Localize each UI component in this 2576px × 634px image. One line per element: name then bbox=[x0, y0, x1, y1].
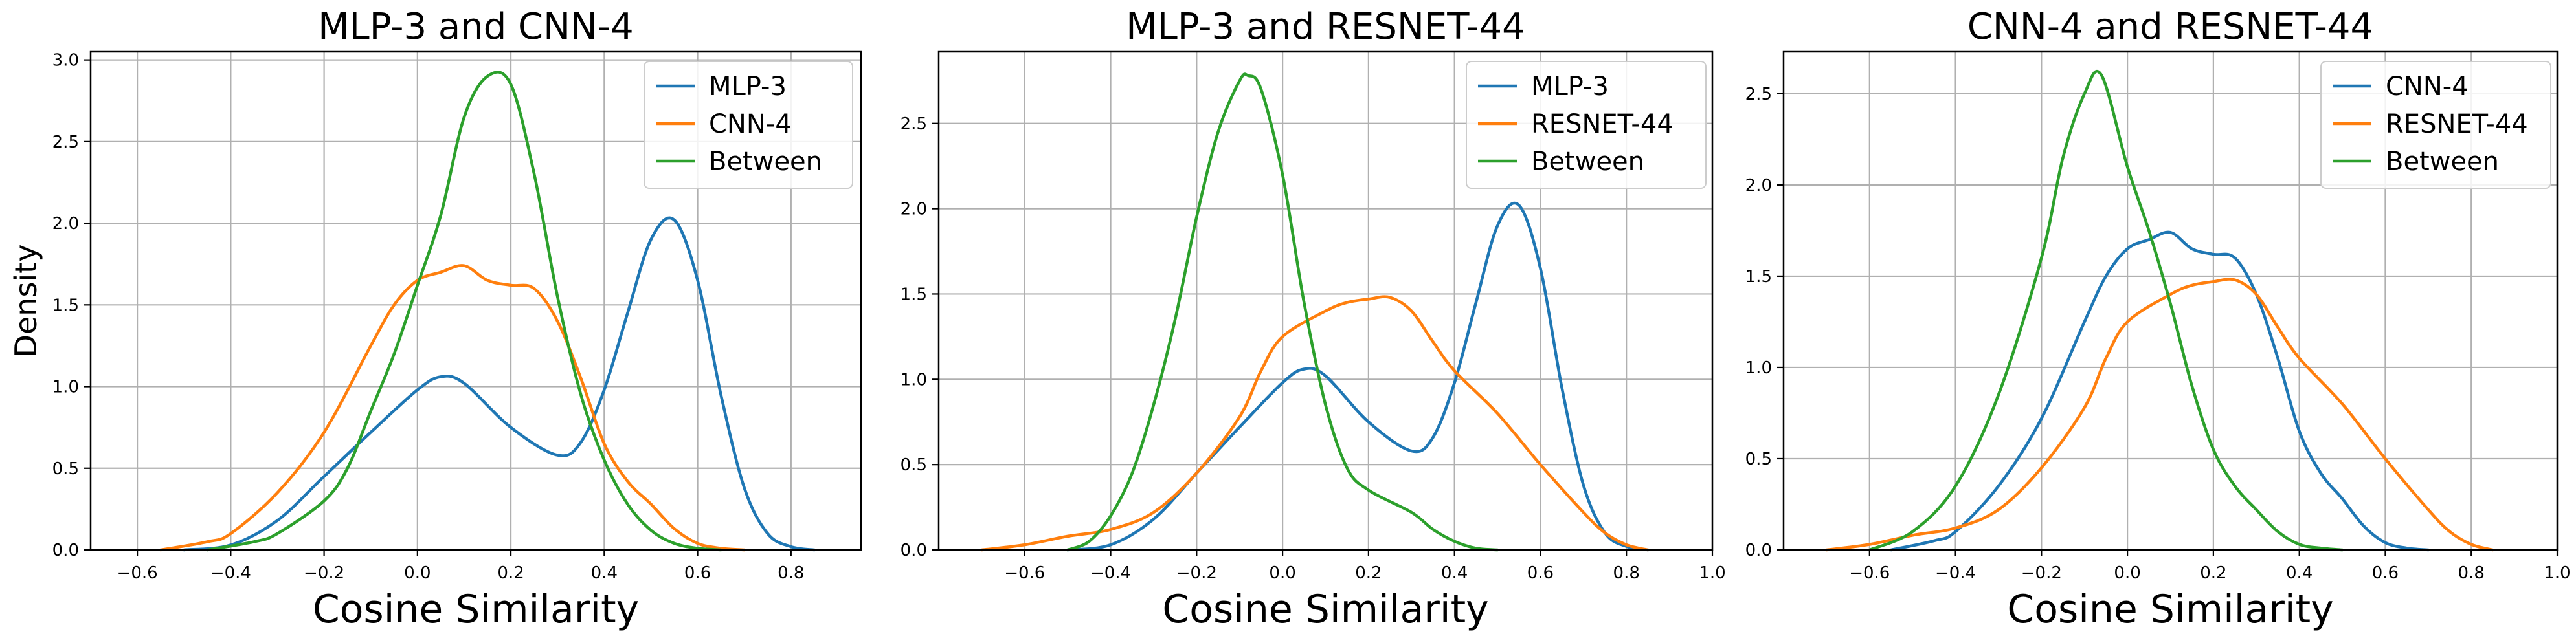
y-tick-label: 2.0 bbox=[1745, 176, 1772, 195]
legend-label: Between bbox=[709, 147, 822, 177]
x-tick-label: −0.2 bbox=[304, 563, 344, 583]
y-axis-label: Density bbox=[8, 245, 43, 358]
y-tick-label: 1.5 bbox=[52, 296, 79, 315]
y-tick-label: 2.5 bbox=[52, 133, 79, 152]
y-tick-label: 3.0 bbox=[52, 51, 79, 71]
x-tick-label: 1.0 bbox=[1699, 563, 1725, 583]
x-tick-label: 1.0 bbox=[2544, 563, 2570, 583]
plot-frame bbox=[89, 50, 862, 551]
y-tick-label: 2.5 bbox=[1745, 85, 1772, 104]
y-tick-label: 0.0 bbox=[1745, 541, 1772, 560]
legend-label: CNN-4 bbox=[709, 109, 792, 139]
legend-label: Between bbox=[2386, 147, 2499, 177]
legend-box bbox=[644, 61, 853, 189]
chart-title: CNN-4 and RESNET-44 bbox=[1967, 6, 2373, 48]
chart-panel-1: −0.6 −0.4 −0.2 0.0 0.2 0.4 0.6 0.8 0.0 0.5 1.0 1.5 2… bbox=[8, 6, 862, 632]
x-tick-label: −0.2 bbox=[1176, 563, 1217, 583]
chart-title: MLP-3 and CNN-4 bbox=[318, 6, 634, 48]
y-tick-label: 1.5 bbox=[901, 285, 927, 304]
x-tick-label: 0.6 bbox=[684, 563, 711, 583]
x-tick-label: 0.0 bbox=[404, 563, 431, 583]
y-tick-label: 2.0 bbox=[901, 200, 927, 219]
x-tick-label: −0.6 bbox=[1004, 563, 1045, 583]
y-tick-label: 1.0 bbox=[1745, 358, 1772, 378]
legend-box bbox=[1466, 61, 1707, 189]
x-tick-label: 0.2 bbox=[2200, 563, 2226, 583]
y-tick-label: 0.5 bbox=[1745, 450, 1772, 469]
legend-label: RESNET-44 bbox=[1531, 109, 1674, 139]
x-tick-label: 0.8 bbox=[778, 563, 804, 583]
legend-label: MLP-3 bbox=[709, 72, 787, 102]
x-tick-label: 0.4 bbox=[1441, 563, 1468, 583]
x-tick-label: −0.6 bbox=[117, 563, 158, 583]
x-tick-label: −0.2 bbox=[2021, 563, 2062, 583]
x-tick-label: 0.8 bbox=[1613, 563, 1640, 583]
x-tick-label: 0.2 bbox=[497, 563, 524, 583]
legend-label: CNN-4 bbox=[2386, 72, 2469, 102]
chart-panel-3: −0.6 −0.4 −0.2 0.0 0.2 0.4 0.6 0.8 1.0 0.0 0.5 1.0 1… bbox=[1745, 6, 2571, 632]
x-tick-label: 0.2 bbox=[1355, 563, 1382, 583]
y-tick-label: 2.0 bbox=[52, 214, 79, 234]
x-tick-label: 0.0 bbox=[1269, 563, 1295, 583]
chart-panel-2: −0.6 −0.4 −0.2 0.0 0.2 0.4 0.6 0.8 1.0 0.0 0.5 1.0 1… bbox=[901, 6, 1726, 632]
x-tick-label: −0.4 bbox=[1935, 563, 1976, 583]
y-tick-label: 1.0 bbox=[901, 370, 927, 389]
x-axis-label: Cosine Similarity bbox=[313, 587, 639, 632]
chart-panels: −0.6 −0.4 −0.2 0.0 0.2 0.4 0.6 0.8 0.0 0.5 1.0 1.5 2… bbox=[8, 6, 2571, 632]
series-line-mlp-3 bbox=[182, 216, 816, 552]
legend-label: Between bbox=[1531, 147, 1644, 177]
x-tick-label: 0.6 bbox=[1527, 563, 1554, 583]
series-line-cnn-4 bbox=[159, 264, 746, 552]
y-tick-label: 0.5 bbox=[901, 455, 927, 475]
x-tick-label: 0.8 bbox=[2458, 563, 2485, 583]
series-line-between bbox=[1868, 69, 2344, 552]
x-axis-label: Cosine Similarity bbox=[1162, 587, 1488, 632]
x-tick-label: 0.6 bbox=[2372, 563, 2399, 583]
plot-frame bbox=[1782, 50, 2559, 551]
series-line-between bbox=[1066, 72, 1499, 552]
legend-box bbox=[2320, 61, 2551, 189]
x-axis-label: Cosine Similarity bbox=[2007, 587, 2333, 632]
x-tick-label: 0.4 bbox=[591, 563, 618, 583]
legend-label: MLP-3 bbox=[1531, 72, 1609, 102]
plot-frame bbox=[937, 50, 1714, 551]
x-tick-label: 0.0 bbox=[2114, 563, 2140, 583]
legend-label: RESNET-44 bbox=[2386, 109, 2528, 139]
y-tick-label: 1.0 bbox=[52, 378, 79, 397]
series-line-resnet-44 bbox=[980, 295, 1650, 552]
y-tick-label: 2.5 bbox=[901, 115, 927, 134]
y-tick-label: 1.5 bbox=[1745, 267, 1772, 287]
x-tick-label: −0.4 bbox=[1090, 563, 1131, 583]
y-tick-label: 0.5 bbox=[52, 459, 79, 479]
x-tick-label: 0.4 bbox=[2286, 563, 2313, 583]
legend: MLP-3 CNN-4 Between bbox=[644, 61, 853, 189]
legend: MLP-3 RESNET-44 Between bbox=[1466, 61, 1707, 189]
series-line-between bbox=[206, 71, 722, 552]
series-line-mlp-3 bbox=[1066, 201, 1650, 552]
series-line-resnet-44 bbox=[1825, 278, 2494, 552]
chart-title: MLP-3 and RESNET-44 bbox=[1126, 6, 1525, 48]
y-tick-label: 0.0 bbox=[52, 541, 79, 560]
legend: CNN-4 RESNET-44 Between bbox=[2320, 61, 2551, 189]
y-tick-label: 0.0 bbox=[901, 541, 927, 560]
series-line-cnn-4 bbox=[1889, 230, 2430, 552]
x-tick-label: −0.4 bbox=[210, 563, 251, 583]
x-tick-label: −0.6 bbox=[1849, 563, 1890, 583]
